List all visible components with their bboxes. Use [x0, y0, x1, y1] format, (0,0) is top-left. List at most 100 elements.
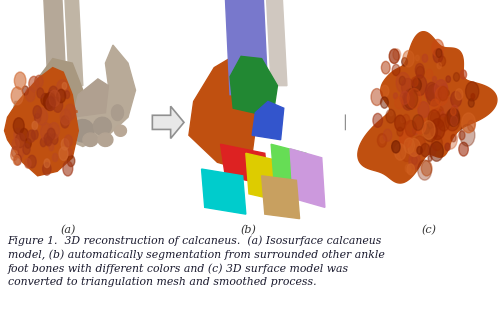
Circle shape — [440, 84, 446, 93]
Circle shape — [413, 136, 425, 154]
Circle shape — [458, 131, 464, 140]
Circle shape — [402, 114, 409, 125]
Circle shape — [427, 144, 435, 156]
Circle shape — [444, 109, 459, 131]
Circle shape — [422, 121, 437, 142]
Polygon shape — [261, 176, 299, 219]
Circle shape — [427, 110, 439, 127]
Circle shape — [417, 102, 428, 118]
Circle shape — [415, 66, 423, 78]
Circle shape — [61, 116, 69, 128]
Circle shape — [398, 76, 405, 85]
Circle shape — [51, 134, 58, 145]
Circle shape — [370, 89, 382, 106]
Circle shape — [63, 161, 73, 176]
Polygon shape — [83, 133, 98, 147]
Circle shape — [412, 75, 426, 96]
Circle shape — [437, 86, 447, 101]
Polygon shape — [98, 133, 113, 147]
Circle shape — [431, 125, 440, 138]
Circle shape — [41, 93, 49, 106]
Circle shape — [380, 97, 388, 108]
Circle shape — [37, 88, 44, 98]
Circle shape — [429, 142, 442, 161]
Circle shape — [394, 144, 405, 160]
Circle shape — [53, 98, 63, 112]
Circle shape — [450, 91, 460, 107]
Circle shape — [399, 130, 411, 148]
Circle shape — [391, 141, 399, 153]
Circle shape — [412, 127, 417, 135]
Circle shape — [425, 84, 441, 106]
Circle shape — [401, 78, 413, 96]
Circle shape — [385, 109, 395, 123]
Circle shape — [459, 124, 474, 146]
Circle shape — [59, 147, 68, 160]
Polygon shape — [0, 0, 150, 225]
Circle shape — [23, 86, 29, 95]
Circle shape — [432, 86, 436, 93]
Text: (b): (b) — [240, 225, 256, 235]
Circle shape — [445, 76, 449, 82]
Polygon shape — [346, 0, 501, 225]
Polygon shape — [12, 45, 135, 147]
Circle shape — [401, 58, 407, 66]
Polygon shape — [345, 106, 377, 138]
Circle shape — [431, 135, 441, 151]
Circle shape — [35, 113, 41, 123]
Circle shape — [442, 128, 456, 149]
Polygon shape — [225, 0, 268, 95]
Circle shape — [380, 85, 388, 97]
Circle shape — [408, 153, 419, 169]
Circle shape — [412, 115, 423, 130]
Circle shape — [47, 128, 55, 140]
Circle shape — [430, 99, 438, 112]
Circle shape — [25, 138, 31, 148]
Circle shape — [396, 127, 402, 136]
Circle shape — [60, 109, 71, 125]
Circle shape — [12, 139, 19, 149]
Circle shape — [414, 63, 423, 76]
Circle shape — [421, 54, 427, 62]
Circle shape — [395, 72, 409, 93]
Circle shape — [450, 135, 455, 142]
Circle shape — [399, 143, 412, 162]
Circle shape — [15, 72, 26, 89]
Circle shape — [403, 89, 417, 109]
Circle shape — [404, 164, 410, 173]
Circle shape — [27, 130, 35, 142]
Circle shape — [427, 122, 432, 129]
Circle shape — [46, 97, 55, 110]
Circle shape — [452, 72, 458, 81]
Polygon shape — [152, 106, 184, 138]
Circle shape — [26, 88, 35, 102]
Circle shape — [464, 82, 478, 101]
Circle shape — [28, 155, 36, 168]
Circle shape — [411, 156, 416, 165]
Circle shape — [407, 138, 419, 156]
Circle shape — [424, 92, 428, 98]
Circle shape — [49, 144, 54, 151]
Circle shape — [14, 155, 20, 165]
Circle shape — [17, 148, 24, 158]
Circle shape — [424, 82, 437, 101]
Circle shape — [379, 136, 384, 143]
Circle shape — [402, 51, 413, 67]
Circle shape — [450, 116, 457, 126]
Polygon shape — [65, 0, 83, 86]
Circle shape — [450, 105, 457, 115]
Circle shape — [403, 138, 414, 154]
Circle shape — [11, 150, 18, 160]
Polygon shape — [220, 144, 268, 185]
Polygon shape — [93, 117, 111, 135]
Polygon shape — [111, 105, 123, 120]
Circle shape — [400, 117, 404, 123]
Circle shape — [12, 147, 19, 157]
Circle shape — [49, 90, 60, 107]
Polygon shape — [266, 0, 287, 86]
Circle shape — [429, 109, 444, 129]
Circle shape — [444, 90, 448, 96]
Circle shape — [394, 97, 402, 109]
Polygon shape — [188, 56, 257, 169]
Polygon shape — [252, 101, 283, 140]
